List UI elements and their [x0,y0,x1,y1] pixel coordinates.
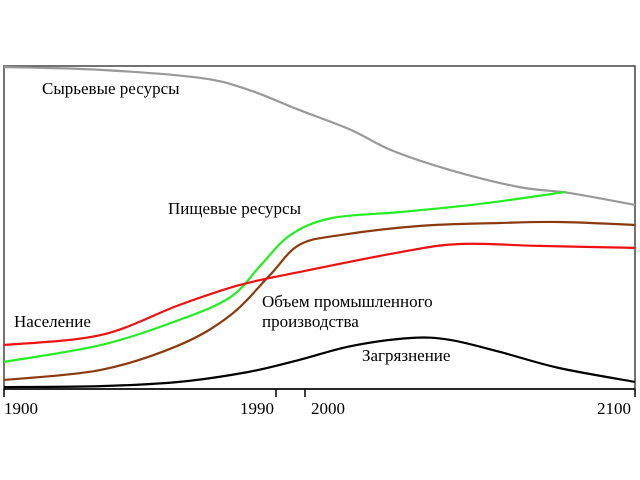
series-line-2 [3,220,636,382]
series-line-1 [3,190,566,363]
label-industry-2: производства [262,312,359,331]
x-tick-label-1990: 1990 [240,399,274,418]
series-line-4 [3,336,636,389]
x-tick-label-1900: 1900 [4,399,38,418]
series-line-0 [3,65,636,206]
label-raw-resources: Сырьевые ресурсы [42,79,180,98]
label-industry-1: Объем промышленного [262,292,433,311]
x-tick-label-2000: 2000 [311,399,345,418]
label-population: Население [14,312,91,331]
series-line-3 [3,242,636,347]
plot-frame [3,65,636,390]
x-tick-label-2100: 2100 [597,399,631,418]
label-pollution: Загрязнение [362,346,451,365]
label-food-resources: Пищевые ресурсы [168,199,302,218]
